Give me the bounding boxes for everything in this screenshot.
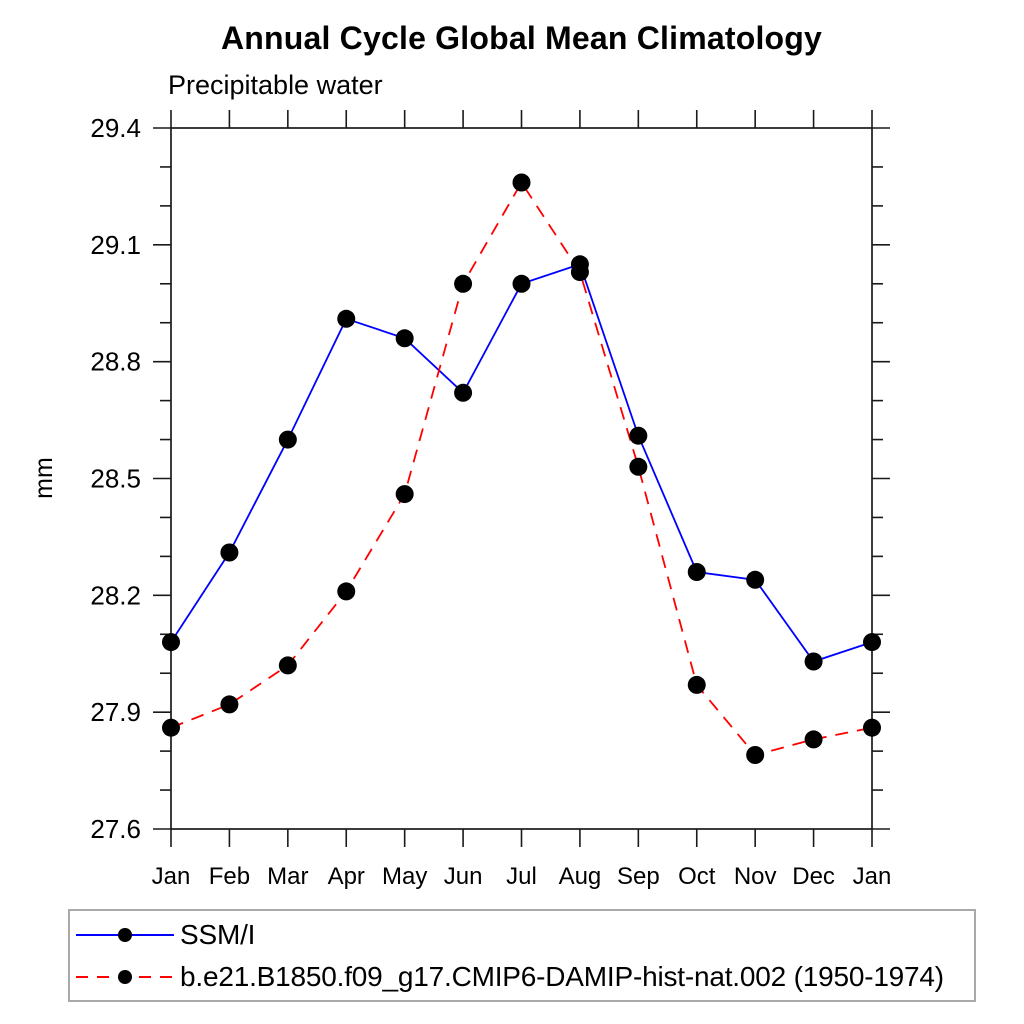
data-point <box>395 329 414 348</box>
legend-label: b.e21.B1850.f09_g17.CMIP6-DAMIP-hist-nat… <box>180 960 944 992</box>
data-point <box>863 633 881 652</box>
data-point <box>220 695 239 714</box>
data-point <box>337 309 356 328</box>
x-tick-label: Oct <box>678 863 716 890</box>
data-point <box>220 543 239 562</box>
data-point <box>804 730 823 749</box>
legend-marker-dot <box>118 969 132 984</box>
series-line-model <box>170 180 873 757</box>
legend: SSM/I b.e21.B1850.f09_g17.CMIP6-DAMIP-hi… <box>68 909 976 1002</box>
y-tick-label: 27.9 <box>90 697 141 727</box>
data-point <box>278 656 297 675</box>
legend-label: SSM/I <box>180 918 256 950</box>
data-point <box>804 652 823 671</box>
y-tick-label: 27.6 <box>90 814 141 844</box>
legend-sample-dashed-line <box>76 969 174 984</box>
x-tick-label: Feb <box>209 863 250 890</box>
data-point <box>162 718 180 737</box>
data-point <box>512 274 531 293</box>
data-point <box>629 426 648 445</box>
legend-sample-solid-line <box>76 927 174 942</box>
plot-frame <box>170 127 873 830</box>
chart-title: Annual Cycle Global Mean Climatology <box>220 20 823 56</box>
y-tick-label: 28.2 <box>90 580 141 610</box>
x-tick-label: May <box>382 863 427 890</box>
y-tick-label: 28.8 <box>90 347 141 377</box>
data-point <box>687 563 706 581</box>
x-tick-label: Jan <box>152 863 191 890</box>
data-point <box>746 746 765 764</box>
x-tick-label: Jun <box>444 863 483 890</box>
x-tick-label: Jan <box>853 863 892 890</box>
x-tick-label: Sep <box>617 863 660 890</box>
data-point <box>337 582 356 601</box>
plot-generated: 27.6 27.9 28.2 28.5 28.8 29.1 29.4 Jan Feb Mar Apr… <box>90 110 891 890</box>
data-point <box>746 570 765 589</box>
legend-item: SSM/I <box>70 914 974 956</box>
x-tick-label: Jul <box>506 863 537 890</box>
x-tick-label: Mar <box>267 863 308 890</box>
series-line-ssmi <box>170 263 873 663</box>
chart-subtitle: Precipitable water <box>168 70 383 100</box>
x-tick-label: Dec <box>792 863 835 890</box>
data-point <box>278 430 297 449</box>
legend-item: b.e21.B1850.f09_g17.CMIP6-DAMIP-hist-nat… <box>70 956 974 998</box>
data-point <box>570 263 589 282</box>
data-point <box>687 675 706 694</box>
y-tick-label: 28.5 <box>90 464 141 494</box>
x-tick-label: Apr <box>328 863 365 890</box>
y-tick-label: 29.1 <box>90 230 141 260</box>
x-tick-label: Aug <box>559 863 602 890</box>
data-point <box>454 383 473 402</box>
data-point <box>512 173 531 192</box>
y-tick-label: 29.4 <box>90 113 141 143</box>
x-tick-label: Nov <box>734 863 777 890</box>
data-point <box>162 633 180 652</box>
data-point <box>863 718 881 737</box>
y-axis-label: mm <box>30 457 58 499</box>
data-point <box>629 457 648 476</box>
legend-marker-dot <box>118 927 132 942</box>
data-point <box>454 274 473 293</box>
data-point <box>395 485 414 504</box>
